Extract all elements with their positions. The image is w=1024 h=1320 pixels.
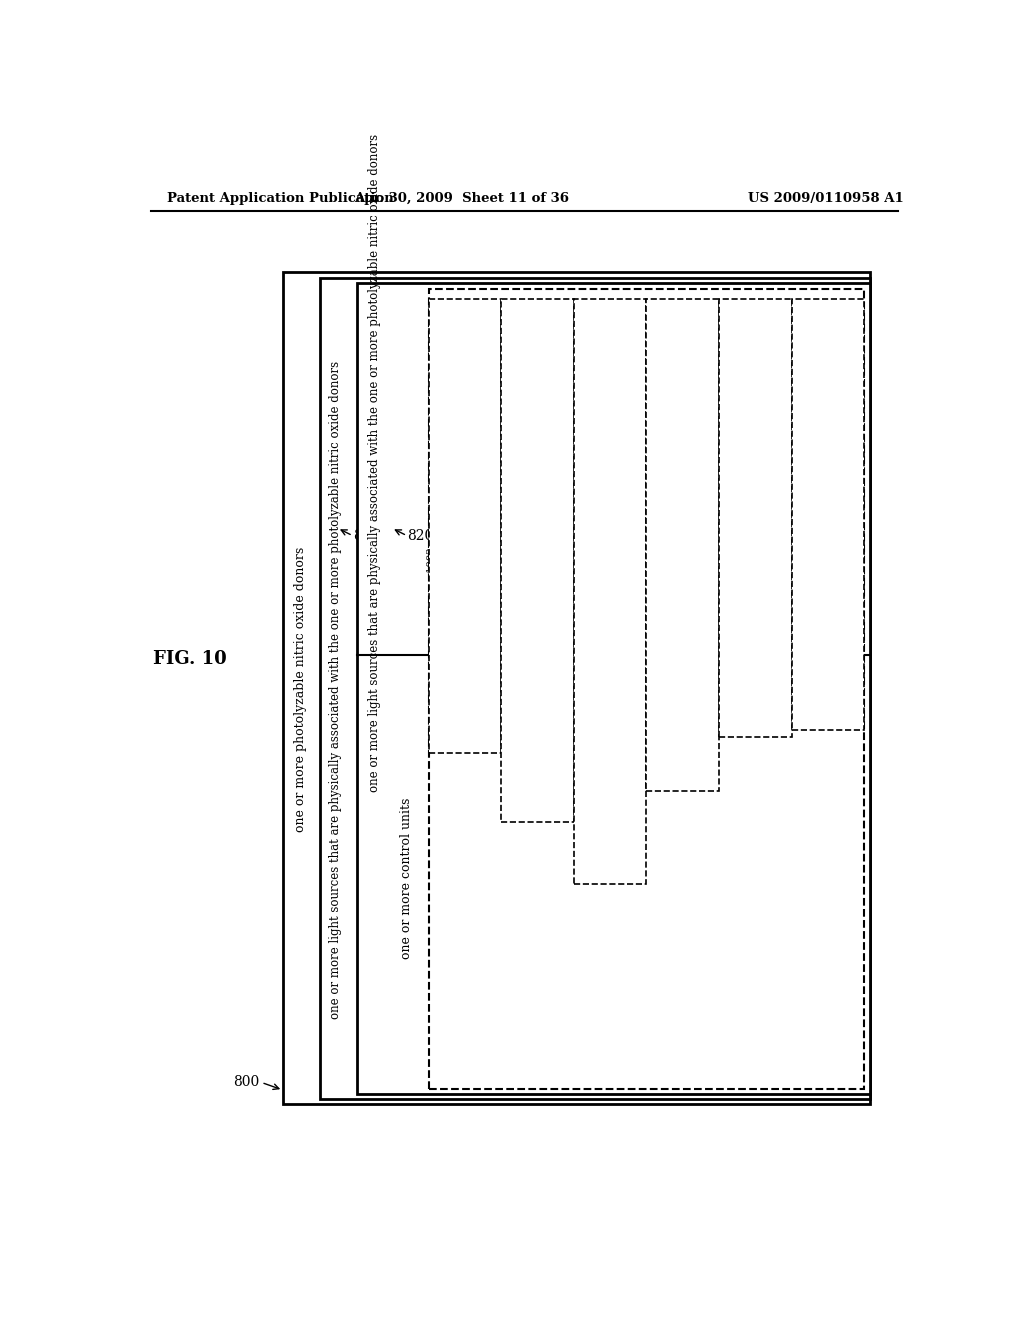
Bar xyxy=(573,298,646,884)
Text: US 2009/0110958 A1: US 2009/0110958 A1 xyxy=(748,191,903,205)
Text: 820: 820 xyxy=(407,529,433,543)
Bar xyxy=(646,298,719,792)
Bar xyxy=(357,284,869,1094)
Bar xyxy=(283,272,869,1104)
Text: 1010  one or
more control units
that regulate
duration of light
emitted by the
o: 1010 one or more control units that regu… xyxy=(718,471,794,565)
Bar xyxy=(429,298,502,752)
Text: 1012  one or more
control units that
regulate one or
more times when
light is em: 1012 one or more control units that regu… xyxy=(791,467,865,561)
Bar xyxy=(792,298,864,730)
Text: one or more light sources that are physically associated with the one or more ph: one or more light sources that are physi… xyxy=(329,360,342,1019)
Text: one or more control units: one or more control units xyxy=(400,797,414,960)
Text: one or more photolyzable nitric oxide donors: one or more photolyzable nitric oxide do… xyxy=(294,546,306,833)
Text: Apr. 30, 2009  Sheet 11 of 36: Apr. 30, 2009 Sheet 11 of 36 xyxy=(353,191,568,205)
Bar xyxy=(719,298,792,738)
Bar xyxy=(321,277,869,1100)
Text: 810: 810 xyxy=(352,529,379,543)
Text: 1008  one or
more control units
that regulate one
or more
wavelengths of
light e: 1008 one or more control units that regu… xyxy=(639,498,726,591)
Text: Patent Application Publication: Patent Application Publication xyxy=(167,191,393,205)
Text: 800: 800 xyxy=(233,1076,260,1089)
Text: 840: 840 xyxy=(469,529,496,543)
Text: 1002  one or
more control units
that regulate
intensity of light
emitted by the : 1002 one or more control units that regu… xyxy=(427,478,503,573)
Bar xyxy=(502,298,573,822)
Text: one or more light sources that are physically associated with the one or more ph: one or more light sources that are physi… xyxy=(368,133,381,792)
Text: 1004  one or
more control units
that regulate one
or more pulse
rates of light
e: 1004 one or more control units that regu… xyxy=(495,512,581,609)
Bar xyxy=(429,289,864,1089)
Text: FIG. 10: FIG. 10 xyxy=(154,649,227,668)
Text: 1006  one or
more control
units that
regulate energy
associated with
one or more: 1006 one or more control units that regu… xyxy=(556,546,665,635)
